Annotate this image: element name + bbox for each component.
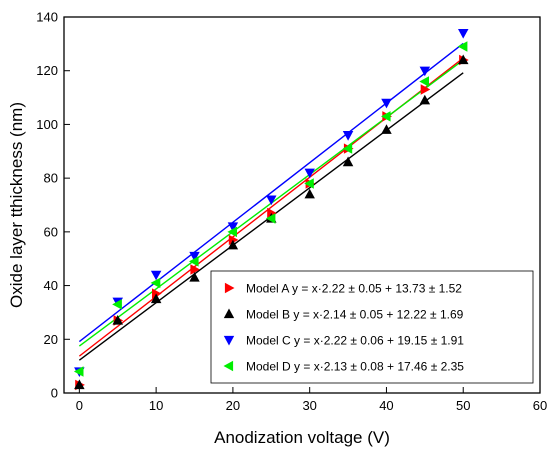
x-axis-title: Anodization voltage (V) [214,428,390,447]
x-tick-label: 10 [149,398,163,413]
data-point-series-3 [150,277,161,289]
data-point-series-2 [381,98,392,109]
data-point-series-1 [381,124,392,134]
plot-frame [63,16,541,394]
data-point-series-3 [342,143,353,154]
x-tick-label: 0 [76,398,83,413]
data-point-series-2 [189,251,200,262]
x-tick-label: 30 [302,398,316,413]
data-point-series-2 [150,270,162,281]
data-point-series-1 [112,315,123,325]
legend-marker-3 [223,360,234,372]
y-tick-label: 60 [44,224,58,239]
x-axis: 0 10 20 30 40 50 60 [76,387,547,413]
data-point-series-1 [458,54,469,65]
data-point-series-0 [267,207,277,219]
y-axis: 0 20 40 60 80 100 120 140 [36,10,70,401]
legend-label-0: Model A y = x·2.22 ± 0.05 + 13.73 ± 1.52 [246,282,462,296]
x-tick-label: 50 [456,398,470,413]
data-point-series-0 [420,84,431,95]
legend: Model A y = x·2.22 ± 0.05 + 13.73 ± 1.52… [210,270,534,384]
data-point-series-3 [189,256,199,267]
y-tick-label: 100 [36,117,58,132]
data-point-series-3 [457,41,468,52]
data-point-series-0 [152,288,162,299]
data-point-series-3 [112,299,122,310]
y-tick-label: 120 [36,63,58,78]
x-tick-label: 40 [379,398,393,413]
data-point-series-2 [419,66,431,77]
data-point-series-3 [265,213,276,224]
data-point-series-2 [266,195,277,206]
data-point-series-3 [227,226,237,238]
legend-marker-1 [223,308,235,319]
data-point-series-0 [228,234,239,246]
data-point-series-2 [342,131,354,141]
data-point-series-3 [419,76,429,87]
data-point-series-3 [73,366,84,377]
legend-marker-0 [224,282,235,294]
data-point-series-0 [190,264,200,275]
data-points [73,29,469,391]
legend-label-1: Model B y = x·2.14 ± 0.05 + 12.22 ± 1.69 [246,308,464,322]
legend-label-2: Model C y = x·2.22 ± 0.06 + 19.15 ± 1.91 [246,334,464,348]
y-tick-label: 0 [51,386,58,401]
fit-line-2 [78,42,464,343]
data-point-series-1 [227,239,239,250]
data-point-series-1 [150,293,162,304]
x-tick-label: 20 [226,398,240,413]
data-point-series-2 [227,222,239,232]
y-tick-label: 20 [44,332,58,347]
y-tick-label: 40 [44,278,58,293]
y-tick-label: 140 [36,10,58,25]
y-tick-label: 80 [44,171,58,186]
data-point-series-2 [304,168,315,179]
legend-marker-2 [223,335,235,346]
data-point-series-3 [381,111,391,122]
legend-box [210,270,534,384]
y-axis-title: Oxide layer tthickness (nm) [7,102,26,308]
data-point-series-1 [304,188,315,199]
data-point-series-3 [304,178,314,189]
data-point-series-1 [342,156,354,167]
x-tick-label: 60 [533,398,547,413]
data-point-series-1 [189,272,200,282]
data-point-series-1 [419,94,431,105]
data-point-series-1 [74,379,85,390]
data-point-series-2 [458,29,469,39]
legend-label-3: Model D y = x·2.13 ± 0.08 + 17.46 ± 2.35 [246,360,464,374]
